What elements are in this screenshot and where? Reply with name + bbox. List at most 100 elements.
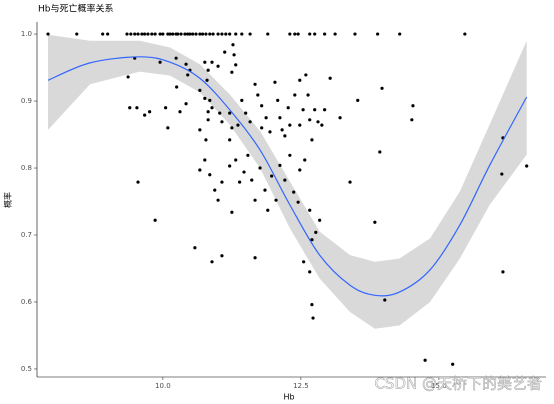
point bbox=[264, 116, 268, 120]
point bbox=[253, 198, 257, 202]
point bbox=[204, 32, 208, 36]
point bbox=[230, 126, 234, 130]
point bbox=[166, 126, 170, 130]
point bbox=[158, 60, 162, 64]
point bbox=[313, 32, 317, 36]
point bbox=[260, 104, 264, 108]
point bbox=[206, 118, 210, 122]
point bbox=[266, 32, 270, 36]
point bbox=[220, 180, 224, 184]
x-tick-label: 12.5 bbox=[293, 382, 309, 390]
point bbox=[310, 138, 314, 142]
point bbox=[378, 150, 382, 154]
point bbox=[176, 32, 180, 36]
point bbox=[293, 32, 297, 36]
point bbox=[398, 32, 402, 36]
point bbox=[220, 120, 224, 124]
point bbox=[75, 32, 79, 36]
point bbox=[296, 32, 300, 36]
point bbox=[380, 86, 384, 90]
point bbox=[205, 78, 209, 82]
point bbox=[198, 168, 202, 172]
point bbox=[146, 32, 150, 36]
point bbox=[153, 32, 157, 36]
point bbox=[203, 158, 207, 162]
point bbox=[298, 78, 302, 82]
point bbox=[296, 200, 300, 204]
point bbox=[179, 32, 183, 36]
point bbox=[184, 62, 188, 66]
point bbox=[302, 260, 306, 264]
point bbox=[194, 32, 198, 36]
point bbox=[410, 118, 414, 122]
confidence-band bbox=[48, 34, 527, 329]
point bbox=[256, 93, 260, 97]
point bbox=[106, 32, 110, 36]
point bbox=[220, 254, 224, 258]
point bbox=[283, 178, 287, 182]
x-tick-label: 15.0 bbox=[431, 382, 447, 390]
point bbox=[228, 32, 232, 36]
point bbox=[166, 32, 170, 36]
y-tick-label: 1.0 bbox=[21, 30, 32, 38]
point bbox=[308, 32, 312, 36]
point bbox=[348, 180, 352, 184]
point bbox=[301, 108, 305, 112]
point bbox=[288, 153, 292, 157]
point bbox=[253, 256, 257, 260]
point bbox=[310, 238, 314, 242]
point bbox=[234, 63, 238, 67]
point bbox=[216, 32, 220, 36]
point bbox=[323, 32, 327, 36]
point bbox=[203, 60, 207, 64]
point bbox=[263, 188, 267, 192]
point bbox=[286, 106, 290, 110]
point bbox=[383, 298, 387, 302]
point bbox=[223, 50, 227, 54]
point bbox=[240, 98, 244, 102]
point bbox=[153, 218, 157, 222]
point bbox=[276, 98, 280, 102]
point bbox=[46, 32, 50, 36]
point bbox=[198, 128, 202, 132]
point bbox=[311, 316, 315, 320]
point bbox=[270, 174, 274, 178]
point bbox=[376, 32, 380, 36]
point bbox=[298, 168, 302, 172]
chart-title: Hb与死亡概率关系 bbox=[38, 3, 113, 15]
point bbox=[288, 123, 292, 127]
point bbox=[248, 120, 252, 124]
point bbox=[316, 120, 320, 124]
point bbox=[242, 170, 246, 174]
point bbox=[228, 138, 232, 142]
point bbox=[274, 198, 278, 202]
point bbox=[216, 198, 220, 202]
x-axis-label: Hb bbox=[283, 393, 294, 402]
point bbox=[198, 88, 202, 92]
point bbox=[175, 85, 179, 89]
point bbox=[500, 172, 504, 176]
point bbox=[313, 108, 317, 112]
point bbox=[308, 270, 312, 274]
point bbox=[273, 80, 277, 84]
point bbox=[338, 116, 342, 120]
point bbox=[201, 32, 205, 36]
point bbox=[373, 220, 377, 224]
point bbox=[230, 70, 234, 74]
point bbox=[129, 32, 133, 36]
y-tick-label: 0.8 bbox=[21, 164, 32, 172]
point bbox=[288, 32, 292, 36]
point bbox=[128, 106, 132, 110]
y-tick-label: 0.9 bbox=[21, 97, 32, 105]
point bbox=[133, 32, 137, 36]
point bbox=[136, 32, 140, 36]
point bbox=[250, 178, 254, 182]
point bbox=[246, 153, 250, 157]
point bbox=[314, 230, 318, 234]
point bbox=[260, 126, 264, 130]
point bbox=[423, 358, 427, 362]
point bbox=[310, 303, 314, 307]
point bbox=[525, 164, 529, 168]
point bbox=[183, 32, 187, 36]
